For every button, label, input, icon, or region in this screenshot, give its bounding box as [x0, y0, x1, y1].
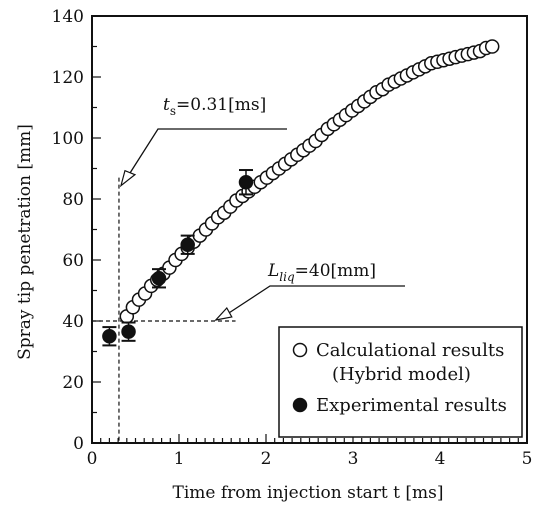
y-tick-label: 80	[62, 190, 84, 210]
annotation-layer: ts=0.31[ms] Lliq=40[mm]	[92, 95, 405, 443]
ts-annotation: ts=0.31[ms]	[163, 95, 266, 118]
ts-leader-line	[128, 128, 287, 175]
experimental-point	[151, 271, 167, 286]
x-tick-label: 4	[435, 449, 446, 469]
x-tick-label: 3	[348, 449, 359, 469]
data-layer	[102, 39, 500, 347]
y-tick-label: 100	[52, 129, 84, 149]
calculational-point	[484, 39, 500, 54]
y-tick-label: 140	[52, 7, 84, 27]
legend: Calculational results (Hybrid model) Exp…	[278, 326, 523, 438]
legend-label-calculational: Calculational results	[316, 340, 504, 361]
experimental-point	[121, 324, 136, 339]
legend-label-experimental: Experimental results	[316, 395, 507, 416]
experimental-point	[180, 237, 195, 252]
experimental-point	[102, 329, 117, 344]
experimental-point	[238, 174, 254, 190]
lliq-arrow-head	[214, 306, 233, 321]
y-tick-label: 60	[62, 251, 84, 271]
y-axis-label: Spray tip penetration [mm]	[15, 124, 35, 360]
x-tick-label: 2	[261, 449, 272, 469]
y-tick-label: 40	[62, 312, 84, 332]
ts-arrow-head	[119, 169, 137, 188]
lliq-annotation: Lliq=40[mm]	[267, 261, 376, 284]
lliq-leader-line	[225, 285, 405, 316]
y-tick-label: 120	[52, 68, 84, 88]
legend-sublabel-hybrid: (Hybrid model)	[332, 364, 471, 385]
legend-marker-filled	[292, 397, 308, 413]
x-axis-label: Time from injection start t [ms]	[172, 483, 443, 503]
y-tick-label: 0	[73, 434, 84, 454]
x-tick-label: 1	[174, 449, 185, 469]
y-tick-label: 20	[62, 373, 84, 393]
plot-frame-layer: 0 1 2 3 4 5 0 20 40 60 80 100 120 140	[52, 7, 533, 469]
legend-box	[278, 326, 523, 438]
x-tick-label: 0	[87, 449, 98, 469]
x-tick-label: 5	[522, 449, 533, 469]
legend-marker-open	[292, 342, 308, 358]
